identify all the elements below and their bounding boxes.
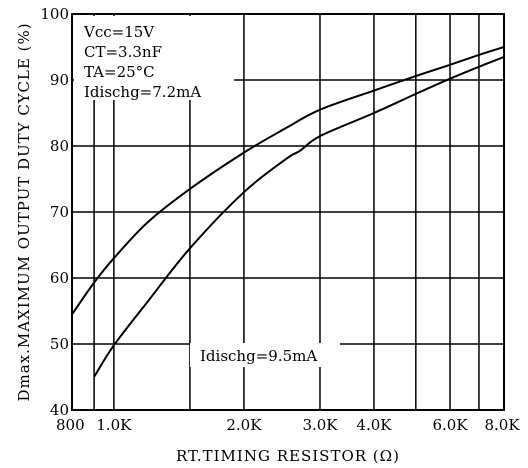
y-tick-label: 40 <box>50 401 69 419</box>
series-line-idischg-7-2ma <box>71 46 505 315</box>
annotation-bg <box>190 343 340 367</box>
x-axis-title: RT.TIMING RESISTOR (Ω) <box>176 447 400 465</box>
y-tick-label: 80 <box>50 137 69 155</box>
condition-ct: CT=3.3nF <box>84 43 162 61</box>
y-tick-label: 50 <box>50 335 69 353</box>
y-axis-title: Dmax.MAXIMUM OUTPUT DUTY CYCLE (%) <box>15 22 33 401</box>
x-tick-label: 1.0K <box>96 416 132 434</box>
y-tick-label: 90 <box>50 71 69 89</box>
x-tick-label: 800 <box>56 416 85 434</box>
condition-idischg: Idischg=7.2mA <box>84 83 201 101</box>
tick-labels: 40 50 60 70 80 90 100 800 1.0K 2.0K 3.0K 4.0K 6.0K 8.… <box>40 5 520 434</box>
series-group <box>71 46 505 378</box>
x-tick-label: 3.0K <box>302 416 338 434</box>
conditions-box <box>74 16 234 100</box>
x-tick-label: 8.0K <box>484 416 520 434</box>
condition-ta: TA=25°C <box>84 63 155 81</box>
x-tick-label: 6.0K <box>432 416 468 434</box>
x-tick-label: 2.0K <box>226 416 262 434</box>
x-tick-label: 4.0K <box>356 416 392 434</box>
series-line-idischg-9-5ma <box>93 55 505 378</box>
annotation-idischg-9-5: Idischg=9.5mA <box>200 347 317 365</box>
plot-frame <box>71 13 505 411</box>
y-tick-label: 100 <box>40 5 69 23</box>
condition-vcc: Vcc=15V <box>83 23 155 41</box>
y-tick-label: 70 <box>50 203 69 221</box>
y-tick-label: 60 <box>50 269 69 287</box>
